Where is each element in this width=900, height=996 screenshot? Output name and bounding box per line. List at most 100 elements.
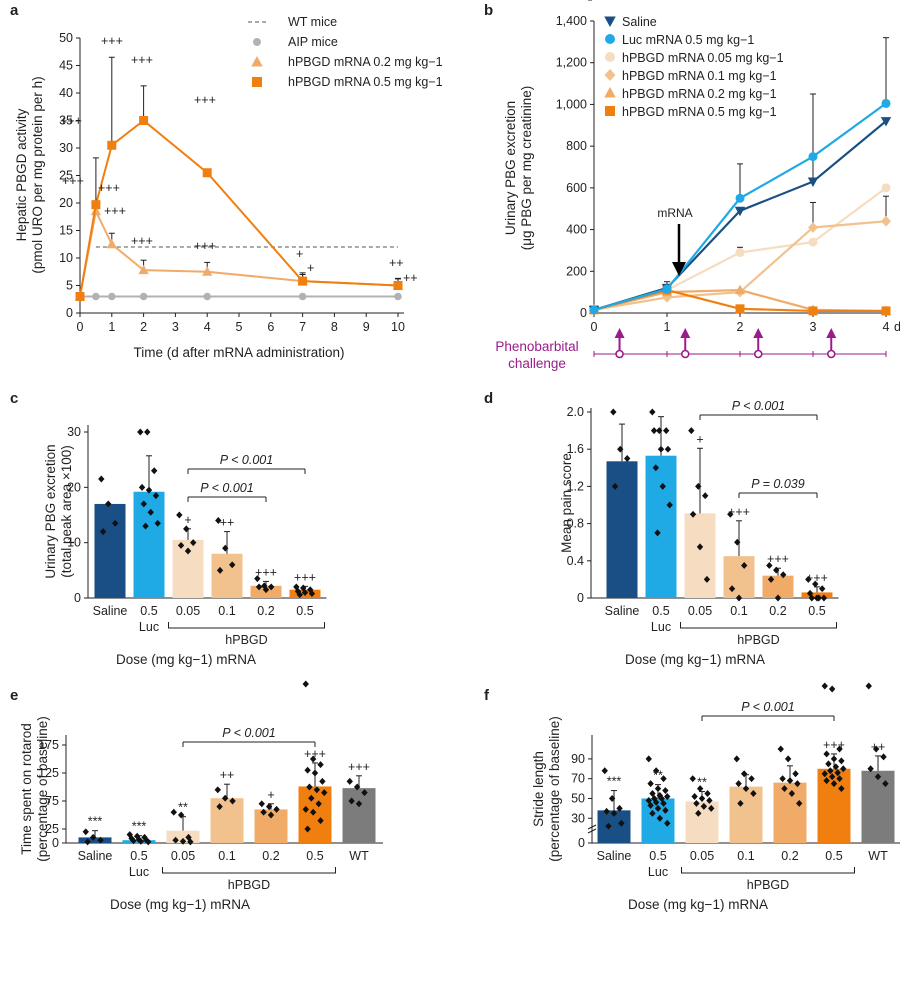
- challenge-marker: [826, 349, 836, 359]
- data-point: [651, 794, 658, 802]
- x-axis-title: Dose (mg kg−1) mRNA: [625, 652, 765, 667]
- data-point: [836, 775, 843, 783]
- y-axis-title: Stride length: [531, 751, 546, 827]
- x-tick-label: 9: [363, 320, 370, 334]
- data-point: [608, 794, 616, 802]
- significance-label: +++: [62, 174, 84, 188]
- data-point: [830, 755, 838, 763]
- data-point: [203, 292, 211, 301]
- data-point: [786, 777, 794, 785]
- data-point: [774, 594, 782, 602]
- group-label: hPBGD: [737, 633, 779, 647]
- data-point: [90, 205, 102, 216]
- category-label: WT: [349, 849, 369, 863]
- data-point: [216, 566, 224, 574]
- challenge-arrow-head: [614, 328, 625, 338]
- panel-e: e 025 75 125 175 Time spent on rotarod (percen…: [10, 680, 383, 912]
- category-sublabel: Luc: [129, 865, 149, 879]
- data-point: [737, 799, 744, 807]
- data-point: [728, 585, 736, 593]
- data-point: [695, 482, 702, 490]
- data-point: [662, 806, 669, 814]
- y-tick-label: 70: [571, 772, 585, 786]
- significance-label: +++: [255, 565, 277, 579]
- data-point: [821, 770, 828, 778]
- y-axis-title: (percentage of baseline): [547, 716, 562, 862]
- data-point: [258, 800, 265, 808]
- data-point: [152, 492, 160, 500]
- data-point: [836, 745, 843, 753]
- y-tick-label: 1.2: [567, 479, 584, 493]
- data-point: [179, 837, 187, 845]
- significance-label: +: [184, 513, 191, 527]
- legend-swatch: [605, 34, 615, 44]
- data-point: [689, 775, 696, 783]
- data-point: [98, 475, 105, 483]
- data-point: [838, 785, 845, 793]
- y-tick-label: 20: [59, 196, 73, 210]
- panel-f-label: f: [484, 687, 490, 704]
- bar: [773, 782, 807, 843]
- data-point: [298, 292, 307, 301]
- data-point: [229, 561, 236, 569]
- y-tick-label: 10: [67, 536, 81, 550]
- x-tick-label: 7: [299, 320, 306, 334]
- data-point: [611, 482, 619, 490]
- significance-label: +++: [806, 571, 828, 585]
- data-point: [315, 800, 322, 808]
- legend-label: hPBGD mRNA 0.05 mg kg−1: [622, 51, 784, 65]
- data-point: [664, 819, 671, 827]
- data-point: [663, 427, 670, 435]
- data-point: [300, 584, 307, 592]
- data-point: [393, 281, 403, 290]
- data-point: [652, 767, 660, 775]
- data-point: [265, 803, 273, 811]
- data-point: [309, 808, 317, 816]
- data-point: [190, 539, 197, 547]
- y-tick-label: 30: [67, 425, 81, 439]
- data-point: [808, 594, 815, 602]
- y-axis-title: (percentage of baseline): [35, 716, 50, 862]
- data-point: [662, 787, 669, 795]
- y-axis-title: Time spent on rotarod: [19, 723, 34, 855]
- data-point: [656, 427, 663, 435]
- category-label: 0.5: [808, 604, 825, 618]
- axis-break: [587, 828, 597, 834]
- category-label: 0.5: [140, 604, 157, 618]
- data-point: [176, 511, 183, 519]
- significance-label: **: [697, 776, 707, 790]
- data-point: [880, 753, 887, 761]
- y-tick-label: 45: [59, 59, 73, 73]
- significance-label: **: [178, 801, 188, 815]
- data-point: [806, 589, 814, 597]
- group-bracket: [681, 867, 855, 874]
- data-point: [624, 455, 631, 462]
- mrna-annotation: mRNA: [657, 206, 692, 220]
- data-point: [130, 837, 137, 845]
- data-point: [735, 594, 743, 602]
- significance-label: +++: [101, 34, 123, 48]
- data-point: [353, 783, 361, 791]
- data-point: [742, 785, 750, 793]
- y-tick-label: 2.0: [567, 405, 584, 419]
- legend-swatch-02: [251, 56, 263, 67]
- challenge-marker: [753, 349, 763, 359]
- y-tick-label: 90: [571, 752, 585, 766]
- legend-swatch: [605, 52, 615, 62]
- data-point: [262, 586, 270, 594]
- data-point: [294, 587, 302, 595]
- bar: [78, 837, 112, 843]
- pvalue-label: P < 0.001: [732, 399, 785, 413]
- data-point: [394, 292, 402, 301]
- data-point: [107, 140, 117, 150]
- legend-label: hPBGD mRNA 0.2 mg kg−1: [288, 55, 443, 69]
- data-point: [229, 797, 236, 805]
- data-point: [828, 773, 836, 781]
- x-tick-label: 3: [810, 320, 817, 334]
- x-tick-label: 0: [591, 320, 598, 334]
- x-tick-label: 4: [883, 320, 890, 334]
- data-point: [827, 767, 834, 775]
- data-point: [693, 799, 700, 807]
- data-point: [610, 809, 618, 817]
- data-point: [666, 501, 673, 509]
